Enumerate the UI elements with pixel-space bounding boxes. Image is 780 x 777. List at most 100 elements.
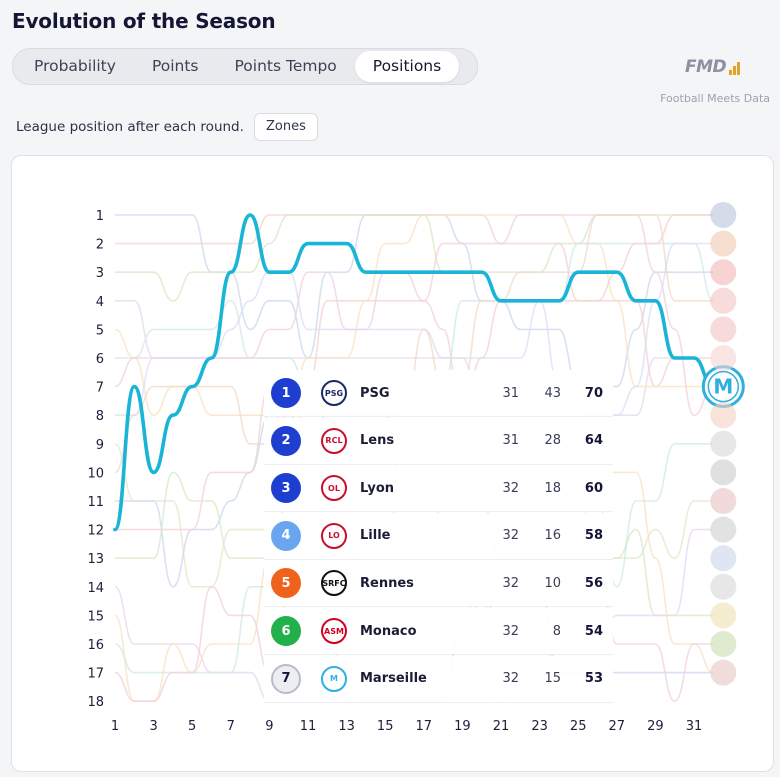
team-end-marker [710, 545, 737, 572]
y-tick-label: 16 [87, 638, 104, 653]
table-row[interactable]: 5 SRFC Rennes 32 10 56 [264, 560, 613, 608]
goal-difference: 43 [544, 385, 561, 401]
club-logo-icon: RCL [321, 427, 347, 454]
tab-positions[interactable]: Positions [354, 51, 460, 82]
matches-played: 32 [502, 575, 519, 591]
goal-difference: 10 [544, 575, 561, 591]
y-tick-label: 13 [87, 552, 104, 567]
y-tick-label: 1 [96, 209, 104, 224]
tab-probability[interactable]: Probability [34, 57, 116, 75]
position-badge: 6 [271, 616, 301, 646]
goal-difference: 8 [552, 623, 561, 639]
brand-caption: Football Meets Data [660, 92, 770, 105]
x-tick-label: 17 [416, 719, 433, 734]
background-series-line [114, 214, 714, 474]
x-tick-label: 23 [531, 719, 548, 734]
x-tick-label: 25 [570, 719, 587, 734]
background-series-line [114, 214, 714, 531]
table-row[interactable]: 7 M Marseille 32 15 53 [264, 655, 613, 703]
goal-difference: 15 [544, 671, 561, 687]
x-tick-label: 15 [377, 719, 394, 734]
zones-button[interactable]: Zones [254, 113, 318, 141]
y-tick-label: 18 [87, 695, 104, 710]
team-end-marker [710, 516, 737, 543]
y-tick-label: 10 [87, 466, 104, 481]
marseille-series-line [113, 213, 716, 532]
chart-card: 1 2 3 4 5 6 7 8 9 10 11 12 13 14 15 16 17 18 1 3 5 7 9 11 13 15 17… [11, 155, 774, 772]
tab-points[interactable]: Points [151, 57, 199, 75]
position-badge: 4 [271, 520, 301, 551]
team-end-marker [710, 202, 737, 228]
view-tabs: Probability Points Points Tempo Position… [12, 48, 478, 85]
goal-difference: 18 [544, 480, 561, 496]
team-end-marker [710, 459, 737, 486]
club-logo-icon: M [321, 665, 347, 692]
club-logo-icon: SRFC [321, 570, 347, 597]
team-end-marker [710, 402, 737, 429]
team-name: Lille [360, 528, 391, 544]
team-end-marker [710, 659, 737, 686]
matches-played: 32 [502, 623, 519, 639]
position-badge: 3 [271, 473, 301, 504]
table-row[interactable]: 4 LO Lille 32 16 58 [264, 512, 613, 560]
x-tick-label: 29 [647, 719, 664, 734]
team-end-marker [710, 631, 737, 657]
table-row[interactable]: 3 OL Lyon 32 18 60 [264, 465, 613, 513]
table-row[interactable]: 2 RCL Lens 31 28 64 [264, 417, 613, 465]
x-tick-label: 1 [111, 719, 119, 734]
table-row[interactable]: 1 PSG PSG 31 43 70 [264, 370, 613, 417]
points-total: 70 [584, 385, 603, 401]
team-name: PSG [360, 385, 390, 401]
marseille-end-marker-ring [707, 370, 740, 403]
brand-bars-icon [729, 62, 741, 75]
x-tick-label: 13 [338, 719, 355, 734]
team-name: Rennes [360, 575, 414, 591]
x-tick-label: 7 [227, 719, 235, 734]
x-tick-label: 11 [300, 719, 317, 734]
y-tick-label: 3 [96, 266, 104, 281]
team-end-marker [710, 230, 737, 257]
x-tick-label: 21 [493, 719, 510, 734]
goal-difference: 28 [544, 433, 561, 449]
points-total: 60 [584, 480, 603, 496]
matches-played: 31 [502, 433, 519, 449]
table-row[interactable]: 6 ASM Monaco 32 8 54 [264, 608, 613, 655]
matches-played: 32 [502, 480, 519, 496]
background-series-line [114, 214, 714, 417]
team-end-marker [710, 602, 737, 629]
y-tick-label: 2 [96, 238, 104, 253]
matches-played: 31 [502, 385, 519, 401]
y-tick-label: 4 [96, 295, 104, 310]
team-end-marker [710, 430, 737, 457]
points-total: 54 [584, 623, 603, 639]
position-badge: 2 [271, 425, 301, 456]
y-tick-label: 17 [87, 667, 104, 682]
club-logo-icon: ASM [321, 618, 347, 644]
x-tick-label: 31 [686, 719, 703, 734]
marseille-end-marker-letter: M [713, 375, 733, 399]
page-title: Evolution of the Season [12, 9, 276, 33]
team-name: Lens [360, 433, 395, 449]
team-end-marker [710, 316, 737, 343]
y-tick-label: 5 [96, 323, 104, 338]
points-total: 64 [584, 433, 603, 449]
y-tick-label: 12 [87, 524, 104, 539]
team-name: Marseille [360, 671, 427, 687]
club-logo-icon: PSG [321, 380, 347, 406]
points-total: 56 [584, 575, 603, 591]
team-end-marker [710, 573, 737, 600]
team-name: Monaco [360, 623, 417, 639]
points-total: 58 [584, 528, 603, 544]
team-end-marker [710, 287, 737, 314]
y-tick-label: 9 [96, 438, 104, 453]
position-badge: 7 [271, 663, 301, 694]
team-name: Lyon [360, 480, 395, 496]
x-tick-label: 3 [149, 719, 157, 734]
x-tick-label: 19 [454, 719, 471, 734]
matches-played: 32 [502, 671, 519, 687]
matches-played: 32 [502, 528, 519, 544]
x-tick-label: 9 [265, 719, 273, 734]
y-tick-label: 15 [87, 609, 104, 624]
tab-points-tempo[interactable]: Points Tempo [234, 57, 337, 75]
team-end-marker [710, 345, 737, 371]
